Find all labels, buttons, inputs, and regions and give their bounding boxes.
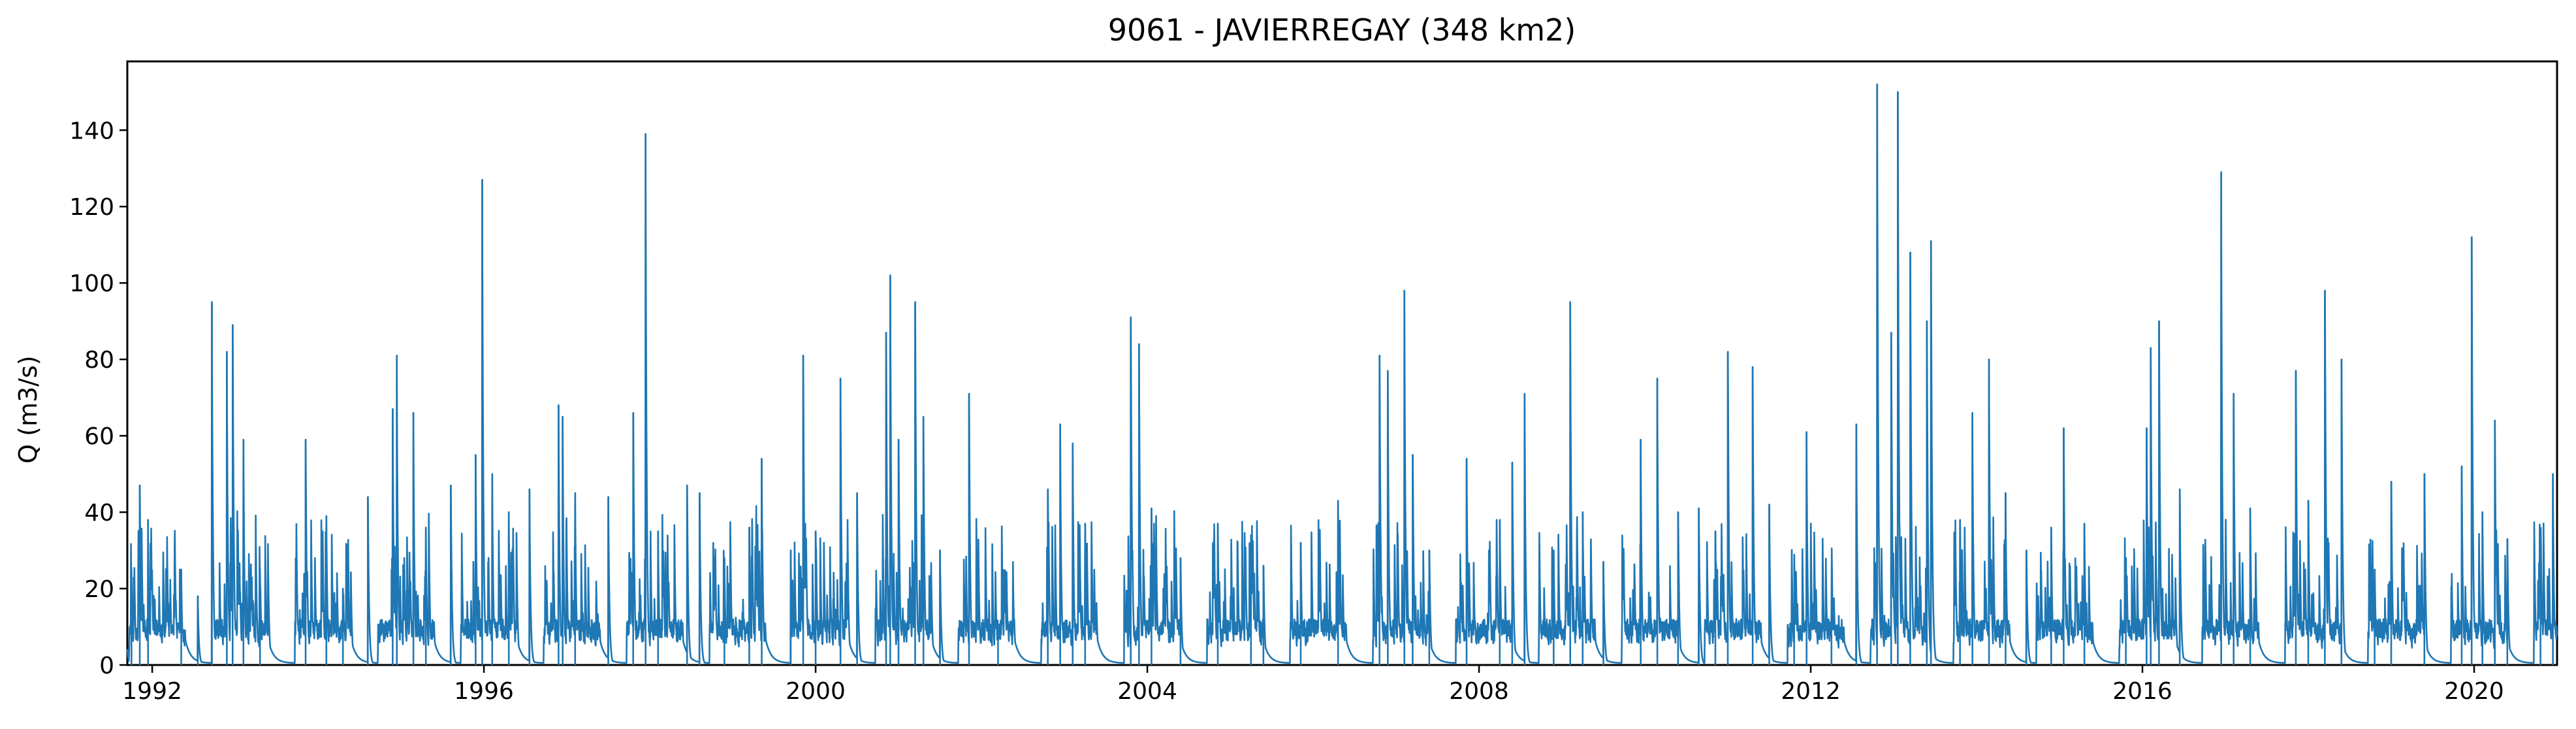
x-tick-label-2004: 2004 — [1117, 678, 1177, 705]
y-tick-label-60: 60 — [84, 423, 114, 450]
y-tick-label-80: 80 — [84, 347, 114, 374]
discharge-series-line — [126, 83, 2558, 664]
y-tick-label-40: 40 — [84, 500, 114, 526]
y-tick-label-120: 120 — [69, 194, 114, 221]
y-tick-label-140: 140 — [69, 118, 114, 144]
x-tick-label-1996: 1996 — [454, 678, 514, 705]
plot-frame — [126, 60, 2558, 666]
y-tick-label-100: 100 — [69, 270, 114, 297]
x-tick-label-2020: 2020 — [2444, 678, 2504, 705]
y-axis: 0 20 40 60 80 100 120 140 — [69, 118, 127, 679]
x-tick-label-2000: 2000 — [786, 678, 846, 705]
x-tick-label-1992: 1992 — [122, 678, 182, 705]
x-axis: 1992 1996 2000 2004 2008 2012 2016 2020 — [122, 665, 2504, 705]
x-tick-label-2012: 2012 — [1781, 678, 1841, 705]
y-axis-label: Q (m3/s) — [14, 355, 42, 463]
series-layer — [126, 83, 2558, 665]
x-tick-label-2016: 2016 — [2112, 678, 2172, 705]
chart-title: 9061 - JAVIERREGAY (348 km2) — [1108, 12, 1576, 48]
y-tick-label-20: 20 — [84, 576, 114, 603]
x-tick-label-2008: 2008 — [1449, 678, 1509, 705]
y-tick-label-0: 0 — [99, 653, 114, 679]
plot-area: 1992 1996 2000 2004 2008 2012 2016 2020 0 20 40 60… — [69, 60, 2558, 705]
